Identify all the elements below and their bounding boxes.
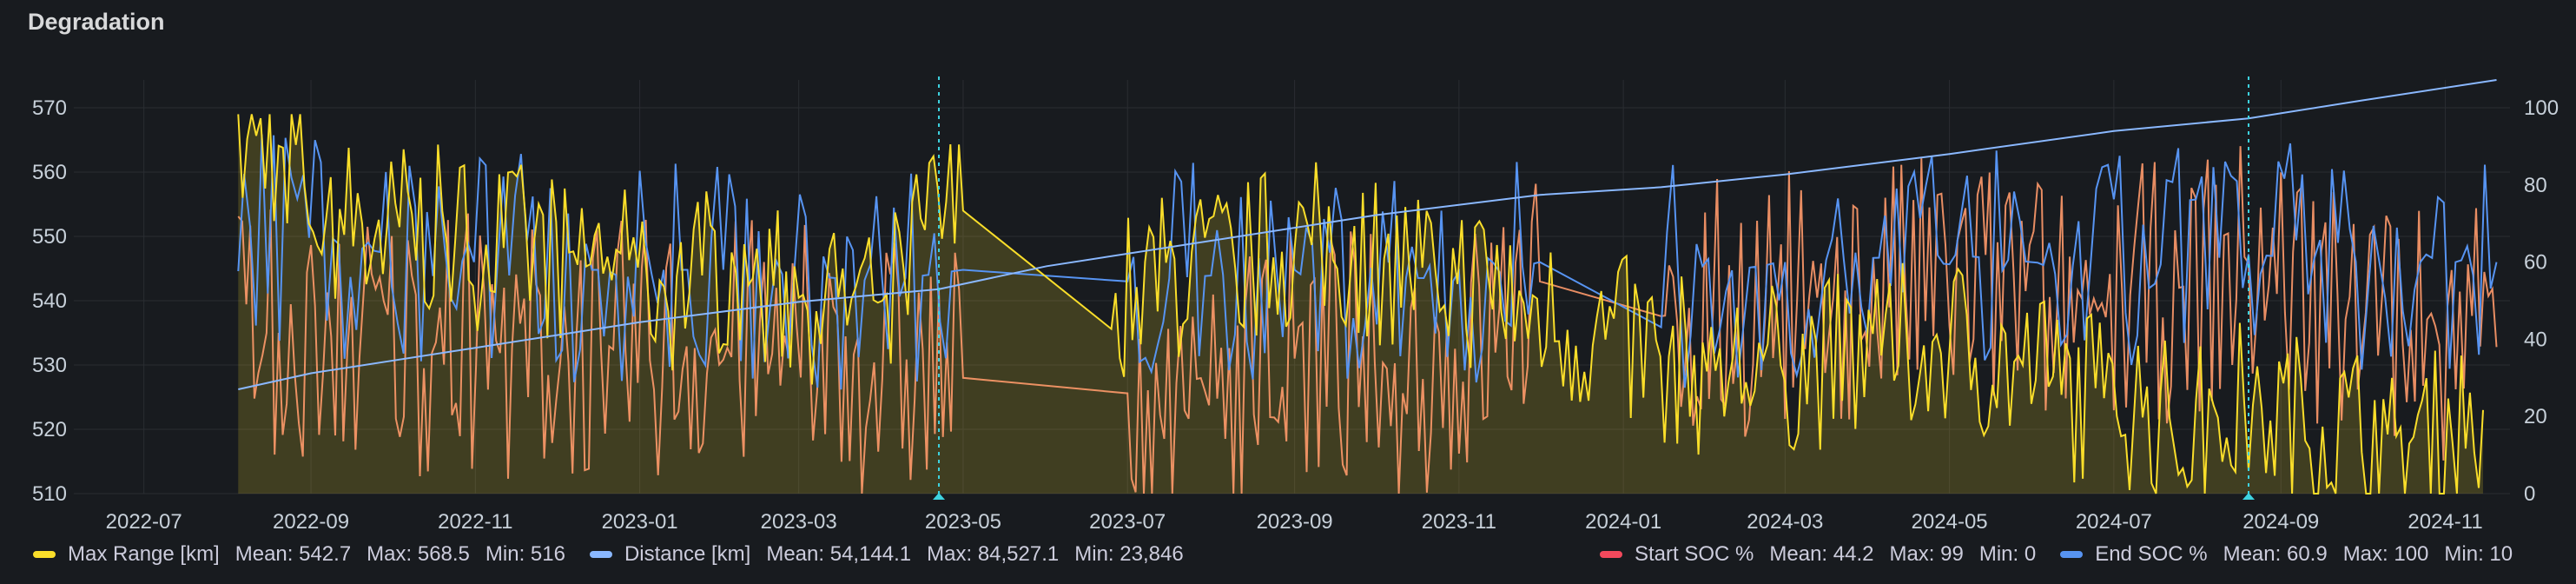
x-tick-label: 2024-09 [2242, 510, 2319, 534]
legend-label: Start SOC % [1635, 542, 1754, 566]
legend-stat-mean: Mean: 54,144.1 [766, 542, 912, 566]
end-soc-swatch [2060, 551, 2084, 558]
legend-stat-min: Min: 10 [2444, 542, 2513, 566]
right-axis-ticks: 0 20 40 60 80 100 [2524, 96, 2559, 506]
max-range-area [238, 114, 2484, 494]
right-tick-label: 60 [2524, 251, 2547, 275]
legend-stat-max: Max: 99 [1889, 542, 1964, 566]
legend-right: Start SOC % Mean: 44.2 Max: 99 Min: 0 En… [1600, 539, 2513, 570]
series-fills [238, 114, 2484, 494]
x-tick-label: 2024-05 [1912, 510, 1988, 534]
legend-left: Max Range [km] Mean: 542.7 Max: 568.5 Mi… [33, 539, 1208, 570]
max-range-swatch [33, 551, 56, 558]
series-lines [237, 79, 2498, 494]
legend-stat-mean: Mean: 60.9 [2223, 542, 2328, 566]
legend-label: End SOC % [2095, 542, 2208, 566]
legend-stat-min: Min: 0 [1978, 542, 2037, 566]
x-tick-label: 2023-05 [925, 510, 1001, 534]
left-tick-label: 540 [32, 289, 67, 313]
x-tick-label: 2024-07 [2076, 510, 2152, 534]
x-tick-label: 2022-09 [273, 510, 349, 534]
right-tick-label: 0 [2524, 482, 2535, 506]
right-tick-label: 80 [2524, 174, 2547, 197]
panel-title[interactable]: Degradation [28, 9, 165, 35]
left-tick-label: 570 [32, 96, 67, 120]
legend-stat-min: Min: 516 [485, 542, 565, 566]
annotation-marker-icon [933, 493, 946, 500]
legend-label: Max Range [km] [68, 542, 220, 566]
distance-line [238, 79, 2497, 390]
legend-stat-min: Min: 23,846 [1074, 542, 1184, 566]
left-tick-label: 550 [32, 225, 67, 249]
annotation-marker-icon [2242, 493, 2256, 500]
legend-stat-max: Max: 568.5 [367, 542, 470, 566]
right-tick-label: 20 [2524, 405, 2547, 428]
right-tick-label: 40 [2524, 328, 2547, 351]
left-tick-label: 510 [32, 482, 67, 506]
x-tick-label: 2023-09 [1257, 510, 1333, 534]
left-tick-label: 520 [32, 418, 67, 441]
legend-stat-max: Max: 100 [2342, 542, 2429, 566]
x-tick-label: 2023-11 [1422, 510, 1496, 534]
x-tick-label: 2023-07 [1089, 510, 1166, 534]
legend-start-soc[interactable]: Start SOC % Mean: 44.2 Max: 99 Min: 0 [1600, 542, 2036, 567]
left-tick-label: 560 [32, 161, 67, 184]
legend-stat-mean: Mean: 542.7 [234, 542, 352, 566]
legend-stat-max: Max: 84,527.1 [927, 542, 1060, 566]
legend-max-range[interactable]: Max Range [km] Mean: 542.7 Max: 568.5 Mi… [33, 542, 565, 567]
legend-distance[interactable]: Distance [km] Mean: 54,144.1 Max: 84,527… [589, 542, 1184, 567]
x-tick-label: 2022-11 [438, 510, 512, 534]
x-tick-label: 2024-11 [2408, 510, 2482, 534]
legend-stat-mean: Mean: 44.2 [1769, 542, 1874, 566]
x-axis-ticks: 2022-07 2022-09 2022-11 2023-01 2023-03 2023-… [106, 510, 2483, 534]
x-tick-label: 2023-03 [761, 510, 837, 534]
annotations [933, 76, 2256, 500]
legend-end-soc[interactable]: End SOC % Mean: 60.9 Max: 100 Min: 10 [2060, 542, 2513, 567]
x-tick-label: 2024-03 [1747, 510, 1823, 534]
x-tick-label: 2023-01 [602, 510, 678, 534]
legend-label: Distance [km] [624, 542, 751, 566]
left-tick-label: 530 [32, 354, 67, 377]
left-axis-ticks: 510 520 530 540 550 560 570 [32, 96, 67, 506]
start-soc-swatch [1600, 551, 1622, 558]
max-range-line [237, 114, 2484, 494]
x-tick-label: 2024-01 [1585, 510, 1661, 534]
distance-swatch [589, 551, 612, 558]
right-tick-label: 100 [2524, 96, 2559, 120]
x-tick-label: 2022-07 [106, 510, 182, 534]
chart-grid [74, 80, 2510, 494]
